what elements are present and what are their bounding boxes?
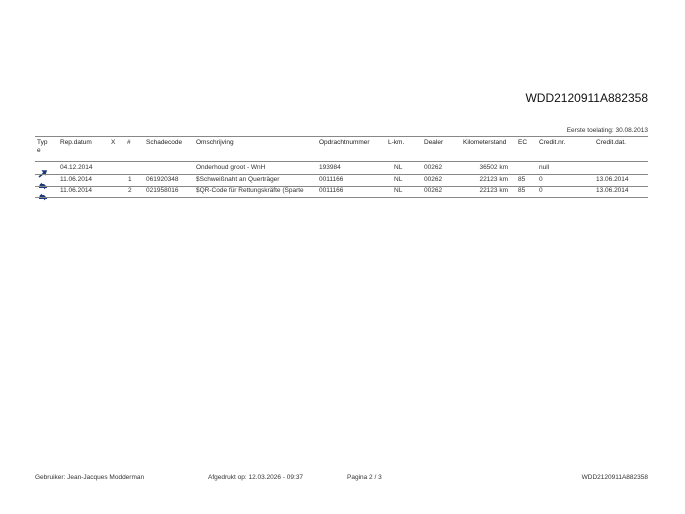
cell-km: 22123 km (479, 187, 508, 194)
car-repair-icon (38, 188, 48, 201)
cell-credit-dat: 13.06.2014 (596, 187, 629, 194)
column-header: Credit.nr. (539, 139, 566, 146)
row-divider (35, 197, 648, 198)
column-header: X (111, 139, 116, 146)
cell-schadecode: 021958016 (146, 187, 179, 194)
cell-dealer: 00262 (424, 175, 443, 183)
column-header: Credit.dat. (596, 139, 626, 146)
cell-nr: 1 (128, 175, 132, 183)
cell-km: 36502 km (479, 164, 508, 171)
column-header: Kilometerstand (463, 139, 507, 146)
wrench-icon (38, 165, 48, 178)
first-registration: Eerste toelating: 30.08.2013 (566, 127, 648, 134)
header-top-divider (35, 136, 648, 137)
cell-omschrijving: $QR-Code für Rettungskräfte (Sparte (196, 187, 304, 194)
column-header: Dealer (424, 139, 444, 146)
footer-vin: WDD2120911A882358 (581, 474, 648, 481)
footer-page: Pagina 2 / 3 (347, 474, 382, 481)
cell-lkm: NL (394, 187, 403, 194)
footer-printed: Afgedrukt op: 12.03.2026 - 09:37 (208, 474, 304, 481)
cell-omschrijving: $Schweißnaht an Querträger (196, 175, 280, 183)
cell-rep-datum: 11.06.2014 (60, 175, 93, 183)
column-header: Typ e (37, 139, 48, 154)
cell-omschrijving: Onderhoud groot - WnH (196, 164, 266, 171)
cell-rep-datum: 04.12.2014 (60, 164, 93, 171)
cell-nr: 2 (128, 187, 132, 194)
car-repair-icon (38, 177, 48, 189)
cell-dealer: 00262 (424, 187, 443, 194)
column-header: L-km. (388, 139, 405, 146)
cell-schadecode: 061920348 (146, 175, 179, 183)
cell-lkm: NL (394, 164, 403, 171)
column-header: # (127, 139, 131, 146)
cell-lkm: NL (394, 175, 403, 183)
vin-title: WDD2120911A882358 (525, 91, 648, 105)
cell-km: 22123 km (479, 175, 508, 183)
cell-opdracht: 0011166 (319, 175, 344, 183)
cell-opdracht: 0011166 (319, 187, 344, 194)
cell-credit-nr: null (539, 164, 550, 171)
column-header: Omschrijving (196, 139, 234, 146)
column-header: Schadecode (146, 139, 183, 146)
cell-ec: 85 (518, 175, 526, 183)
cell-credit-nr: 0 (539, 175, 543, 183)
column-header: Rep.datum (60, 139, 92, 146)
column-header: EC (518, 139, 528, 146)
header-bottom-divider (35, 161, 648, 162)
cell-ec: 85 (518, 187, 526, 194)
cell-dealer: 00262 (424, 164, 443, 171)
row-divider (35, 174, 648, 175)
cell-credit-dat: 13.06.2014 (596, 175, 629, 183)
row-divider (35, 185, 648, 187)
column-header: Opdrachtnummer (319, 139, 370, 146)
cell-credit-nr: 0 (539, 187, 543, 194)
cell-opdracht: 193984 (319, 164, 341, 171)
footer-user: Gebruiker: Jean-Jacques Modderman (35, 474, 145, 481)
cell-rep-datum: 11.06.2014 (60, 187, 93, 194)
